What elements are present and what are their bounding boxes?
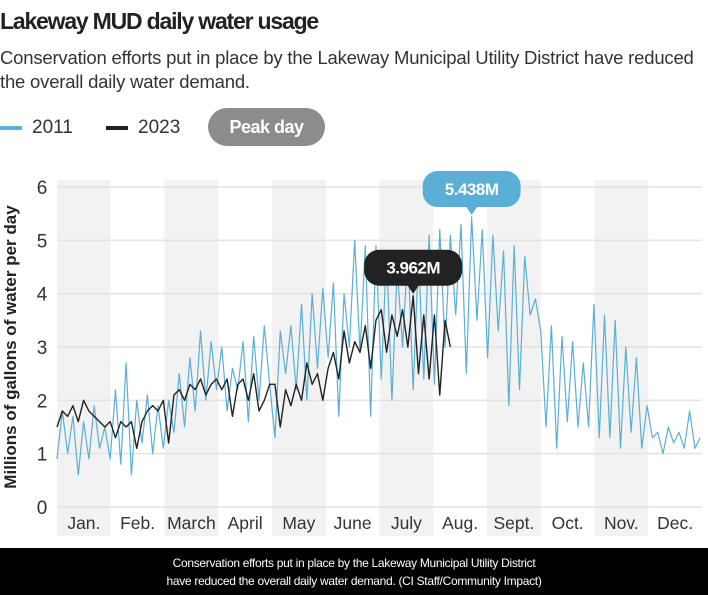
peak-callout-pointer <box>465 205 478 215</box>
x-tick-label: Oct. <box>552 513 584 533</box>
y-axis-label: Millions of gallons of water per day <box>1 205 20 489</box>
x-tick-label: June <box>334 513 372 533</box>
month-band <box>594 180 649 536</box>
month-band <box>379 180 434 536</box>
peak-callout-pointer <box>407 284 420 294</box>
y-tick-label: 4 <box>37 285 48 306</box>
y-tick-label: 1 <box>37 445 48 466</box>
x-tick-label: Feb. <box>120 513 155 533</box>
y-tick-label: 3 <box>37 338 48 359</box>
line-chart: 0 1 2 3 4 5 6 Jan. Feb. March April May June July Aug.… <box>1 170 702 536</box>
legend-item-2011: 2011 <box>0 112 73 144</box>
x-tick-label: Dec. <box>657 513 693 533</box>
peak-day-legend-pill: Peak day <box>208 108 325 146</box>
month-band <box>487 180 541 536</box>
peak-callout-2023: 3.962M <box>364 249 463 294</box>
x-tick-label: Aug. <box>442 513 478 533</box>
x-tick-label: March <box>167 513 216 533</box>
x-tick-label: April <box>228 513 263 533</box>
peak-callout-bg <box>422 170 521 207</box>
legend-label-2023: 2023 <box>138 117 181 138</box>
legend-item-2023: 2023 <box>106 112 180 144</box>
legend-swatch-2023 <box>106 126 128 130</box>
peak-callout-label: 5.438M <box>445 180 499 199</box>
x-tick-label: July <box>391 513 422 533</box>
series-line-2011 <box>56 216 701 476</box>
y-tick-label: 0 <box>37 498 48 519</box>
chart-title: Lakeway MUD daily water usage <box>0 8 319 34</box>
x-tick-label: Jan. <box>67 513 100 533</box>
y-tick-label: 2 <box>37 391 48 412</box>
y-tick-label: 6 <box>37 178 48 199</box>
caption-line-1: Conservation efforts put in place by the… <box>172 556 536 570</box>
peak-callout-2011: 5.438M <box>422 170 521 215</box>
caption-line-2: have reduced the overall daily water dem… <box>166 574 542 588</box>
x-tick-label: May <box>282 513 315 533</box>
x-tick-label: Nov. <box>604 513 639 533</box>
x-tick-label: Sept. <box>493 513 534 533</box>
y-tick-label: 5 <box>37 231 48 252</box>
peak-callout-bg <box>364 249 463 286</box>
photo-caption: Conservation efforts put in place by the… <box>0 548 708 595</box>
chart-subtitle: Conservation efforts put in place by the… <box>0 47 694 92</box>
legend-swatch-2011 <box>0 126 22 130</box>
series-line-2023 <box>56 294 452 450</box>
legend-label-2011: 2011 <box>32 117 73 138</box>
month-band <box>57 180 111 536</box>
peak-callout-label: 3.962M <box>386 259 440 278</box>
